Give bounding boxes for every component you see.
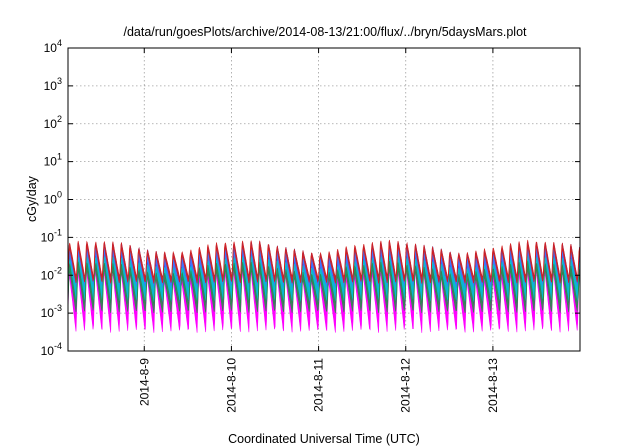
y-axis-label: cGy/day [25, 175, 39, 222]
y-tick-label: 10-2 [41, 265, 62, 282]
x-tick-label: 2014-8-11 [312, 358, 326, 412]
plot-series [67, 239, 581, 333]
plot-frame [67, 47, 581, 352]
y-tick-label: 101 [44, 152, 62, 169]
x-tick-label: 2014-8-13 [486, 358, 500, 413]
x-axis-label: Coordinated Universal Time (UTC) [228, 432, 420, 446]
x-tick-label: 2014-8-9 [137, 358, 151, 406]
axes: 10-4 10-3 10-2 10-1 100 101 102 103 104 2014-8-9 2… [41, 38, 580, 413]
y-tick-label: 10-1 [41, 227, 62, 244]
x-tick-label: 2014-8-12 [399, 358, 413, 413]
y-tick-label: 103 [44, 76, 62, 93]
y-tick-label: 10-3 [41, 303, 62, 320]
x-tick-label: 2014-8-10 [224, 358, 238, 413]
chart-title: /data/run/goesPlots/archive/2014-08-13/2… [123, 25, 527, 39]
y-tick-label: 104 [44, 38, 62, 55]
y-tick-label: 10-4 [41, 341, 62, 358]
y-tick-label: 102 [44, 114, 62, 131]
y-tick-label: 100 [44, 190, 62, 207]
